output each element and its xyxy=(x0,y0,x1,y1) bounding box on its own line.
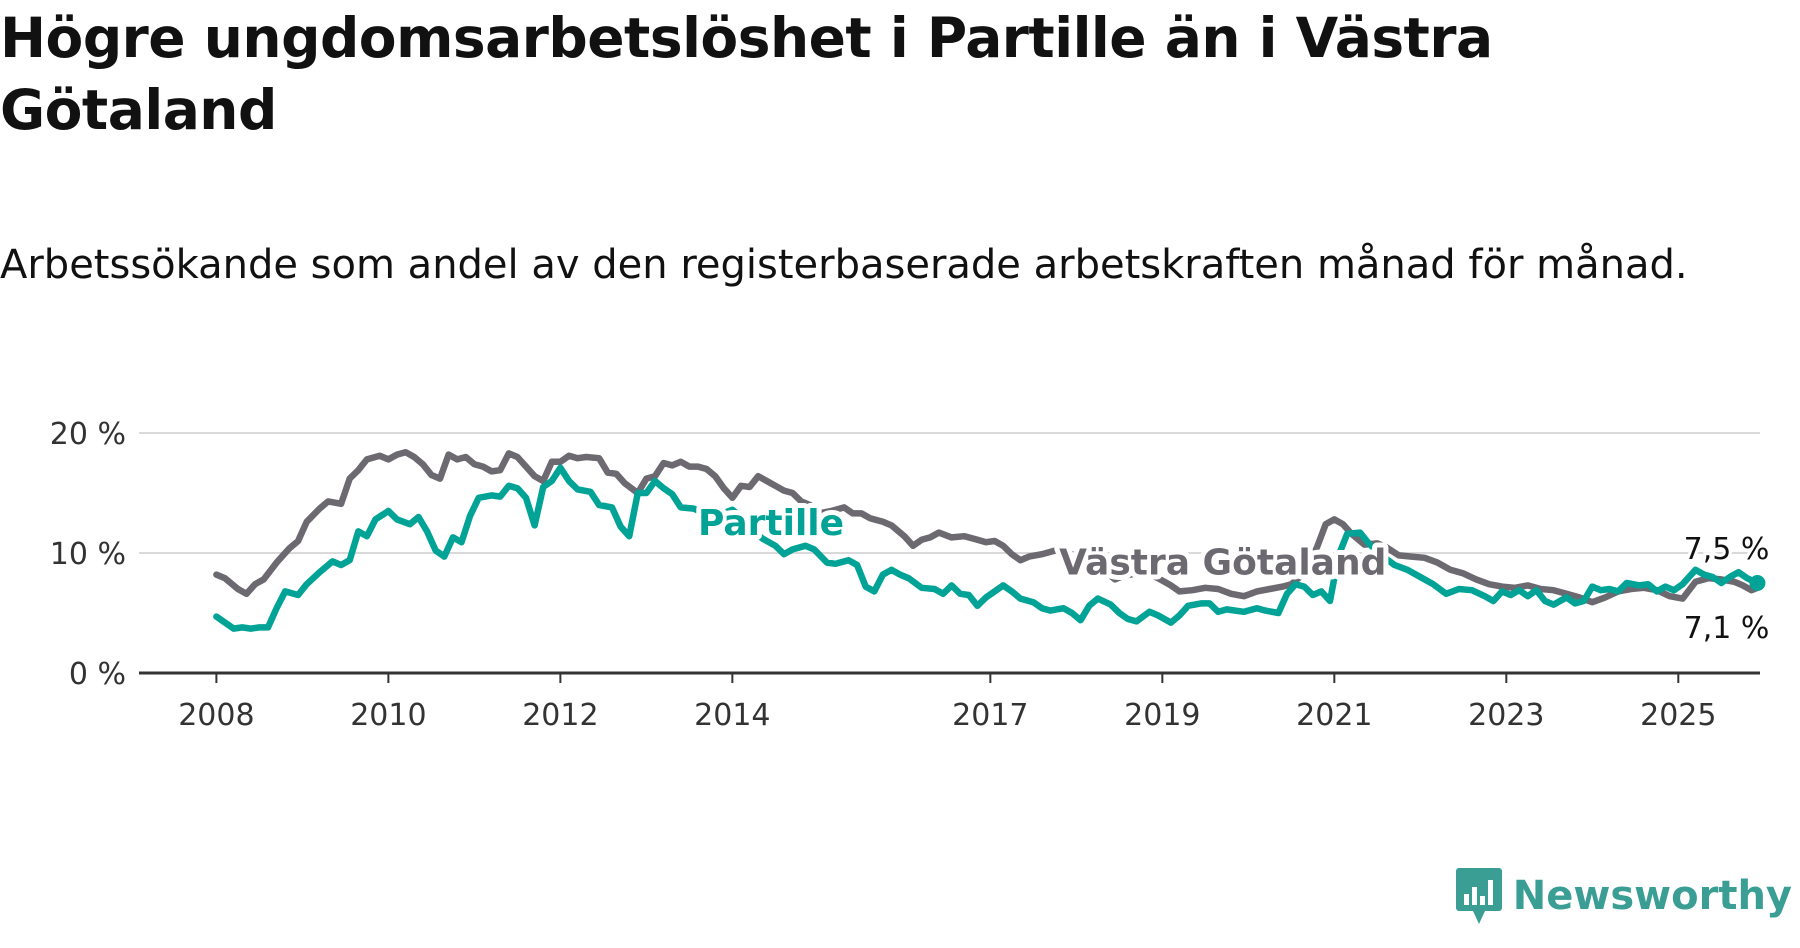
series-line-vastra-gotaland xyxy=(213,448,1761,606)
bar-chart-speech-bubble-icon xyxy=(1455,868,1502,924)
y-tick-label: 20 % xyxy=(50,417,126,452)
axes: 0 % 10 % 20 % 2008 2010 2012 2014 2017 2019 2021 2… xyxy=(50,417,1760,733)
x-tick-label: 2017 xyxy=(952,698,1028,733)
brand-logo: Newsworthy xyxy=(1455,866,1792,926)
x-tick-label: 2014 xyxy=(694,698,770,733)
brand-name: Newsworthy xyxy=(1512,873,1792,919)
line-chart: 0 % 10 % 20 % 2008 2010 2012 2014 2017 2019 2021 2… xyxy=(50,417,1773,733)
chart-title: Högre ungdomsarbetslöshet i Partille än … xyxy=(0,6,1493,142)
x-tick-label: 2008 xyxy=(178,698,254,733)
series-label-partille: Partille xyxy=(698,503,844,544)
x-tick-label: 2012 xyxy=(522,698,598,733)
series-lines xyxy=(213,448,1766,632)
x-tick-label: 2021 xyxy=(1296,698,1372,733)
series-labels: Västra Götaland Partille 7,5 % 7,1 % xyxy=(693,498,1772,649)
partille-end-label: 7,5 % xyxy=(1684,532,1770,567)
series-label-vastra-gotaland: Västra Götaland xyxy=(1059,543,1386,584)
vastra-gotaland-end-label: 7,1 % xyxy=(1684,611,1770,646)
x-tick-label: 2023 xyxy=(1468,698,1544,733)
y-tick-label: 10 % xyxy=(50,537,126,572)
x-tick-label: 2019 xyxy=(1124,698,1200,733)
series-line-partille xyxy=(213,464,1761,632)
grid-lines xyxy=(139,432,1760,554)
y-tick-label: 0 % xyxy=(69,657,126,692)
x-tick-label: 2010 xyxy=(350,698,426,733)
x-tick-label: 2025 xyxy=(1640,698,1716,733)
partille-end-point xyxy=(1749,575,1766,591)
chart-subtitle: Arbetssökande som andel av den registerb… xyxy=(0,242,1688,288)
